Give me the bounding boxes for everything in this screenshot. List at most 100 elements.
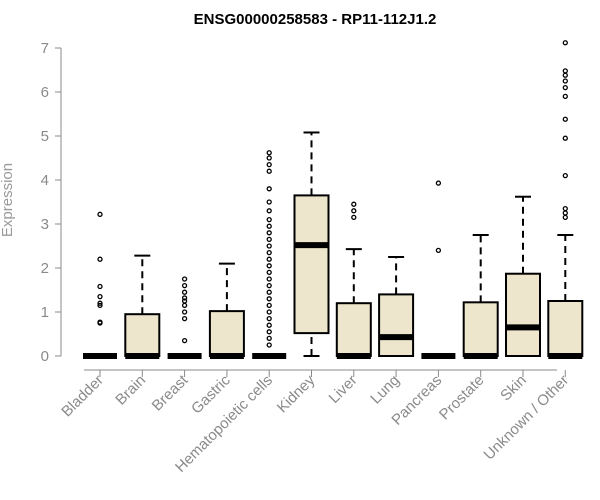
outlier-point: [97, 319, 103, 325]
x-tick-label: Skin: [497, 372, 530, 405]
y-axis-label: Expression: [0, 163, 16, 237]
x-tick-label: Prostate: [436, 372, 488, 424]
outlier-point: [97, 283, 103, 290]
outlier-point: [97, 302, 103, 309]
outlier-point: [435, 247, 442, 254]
y-tick-label: 0: [41, 348, 49, 365]
outlier-point: [266, 150, 272, 156]
outlier-point: [266, 216, 272, 223]
outlier-point: [181, 315, 188, 322]
outlier-point: [266, 282, 272, 289]
outlier-point: [97, 211, 103, 217]
outlier-point: [266, 335, 272, 342]
outlier-point: [266, 296, 272, 302]
y-tick-label: 7: [41, 40, 49, 57]
outlier-point: [351, 201, 357, 207]
outlier-point: [181, 276, 188, 282]
outlier-point: [266, 302, 272, 309]
x-tick-label: Kidney: [274, 371, 319, 416]
outlier-point: [181, 289, 188, 295]
outlier-point: [351, 208, 357, 214]
outlier-point: [266, 263, 272, 269]
outlier-point: [266, 236, 272, 243]
outlier-point: [562, 116, 568, 122]
outlier-point: [266, 256, 272, 262]
outlier-point: [97, 300, 103, 306]
box-group: [124, 254, 161, 359]
outlier-point: [562, 40, 568, 46]
box-iqr: [293, 194, 330, 335]
y-tick-label: 5: [41, 128, 49, 145]
box-iqr: [378, 293, 415, 357]
box-group: [167, 276, 202, 359]
box-group: [547, 40, 584, 359]
outlier-point: [562, 68, 568, 74]
box-group: [208, 262, 245, 359]
outlier-point: [562, 172, 568, 179]
outlier-point: [266, 208, 272, 214]
outlier-point: [562, 72, 568, 78]
outlier-point: [97, 256, 103, 262]
outlier-point: [562, 205, 568, 212]
outlier-point: [181, 298, 188, 304]
box-group: [462, 234, 499, 359]
outlier-point: [562, 93, 568, 100]
outlier-point: [266, 315, 272, 322]
box-iqr: [208, 310, 245, 357]
outlier-point: [351, 214, 357, 221]
outlier-point: [266, 329, 272, 335]
box-group: [293, 131, 330, 357]
outlier-point: [181, 295, 188, 301]
outlier-point: [266, 309, 272, 315]
chart-title: ENSG00000258583 - RP11-112J1.2: [194, 11, 437, 28]
outlier-point: [266, 161, 272, 168]
box-group: [421, 180, 456, 359]
box-iqr: [462, 301, 499, 358]
outlier-point: [266, 199, 272, 205]
outlier-point: [181, 309, 188, 315]
boxplot-series: [83, 40, 584, 359]
outlier-point: [562, 84, 568, 91]
outlier-point: [266, 342, 272, 348]
outlier-point: [266, 186, 272, 192]
outlier-point: [562, 78, 568, 84]
outlier-point: [266, 223, 272, 229]
y-axis-ticks: 0 1 2 3 4 5 6 7: [41, 40, 61, 365]
outlier-point: [266, 289, 272, 295]
box-group: [378, 256, 415, 357]
outlier-point: [266, 322, 272, 328]
outlier-point: [266, 249, 272, 256]
outlier-point: [266, 230, 272, 236]
outlier-point: [97, 293, 103, 300]
box-iqr: [547, 300, 584, 357]
outlier-point: [435, 180, 442, 186]
outlier-point: [181, 302, 188, 309]
y-tick-label: 2: [41, 260, 49, 277]
outlier-point: [181, 337, 188, 344]
outlier-point: [181, 282, 188, 289]
box-group: [335, 201, 372, 359]
box-iqr: [124, 313, 161, 358]
x-tick-label: Brain: [112, 372, 149, 409]
box-group: [505, 195, 541, 357]
outlier-point: [266, 276, 272, 282]
x-tick-label: Lung: [367, 372, 403, 408]
y-tick-label: 6: [41, 84, 49, 101]
outlier-point: [266, 155, 272, 161]
x-tick-label: Breast: [149, 371, 192, 414]
outlier-point: [266, 168, 272, 174]
box-group: [83, 211, 117, 359]
outlier-point: [266, 269, 272, 276]
box-iqr: [335, 302, 372, 358]
outlier-point: [562, 214, 568, 221]
outlier-point: [266, 243, 272, 249]
outlier-point: [562, 135, 568, 141]
y-tick-label: 1: [41, 304, 49, 321]
x-tick-label: Bladder: [58, 372, 107, 421]
box-group: [252, 150, 287, 359]
y-tick-label: 4: [41, 172, 49, 189]
outlier-point: [562, 210, 568, 216]
y-tick-label: 3: [41, 216, 49, 233]
